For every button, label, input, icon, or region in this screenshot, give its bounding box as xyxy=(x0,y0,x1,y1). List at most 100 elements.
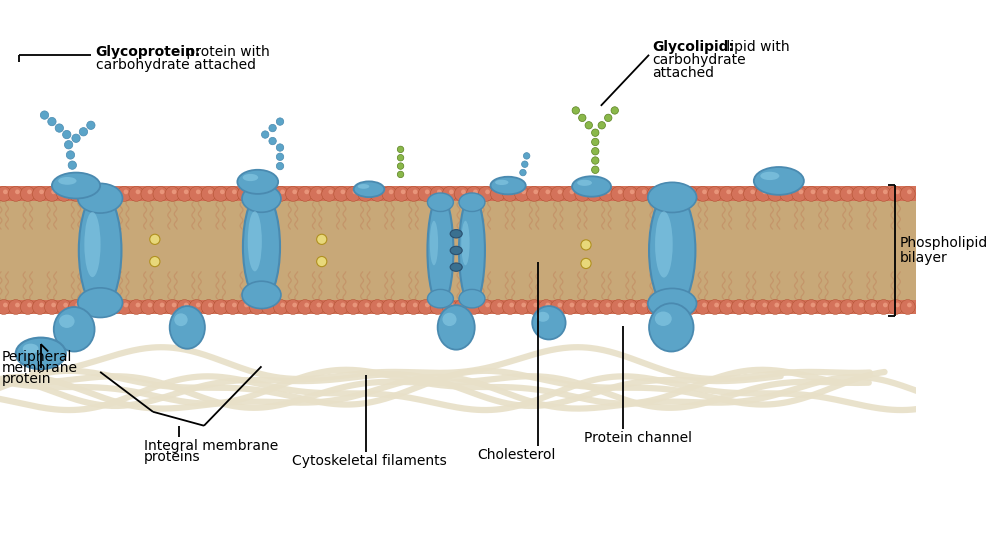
Circle shape xyxy=(177,187,192,201)
Circle shape xyxy=(750,189,755,194)
Circle shape xyxy=(196,189,201,194)
Circle shape xyxy=(550,187,565,201)
Circle shape xyxy=(220,189,224,194)
Ellipse shape xyxy=(53,307,95,351)
Text: Phospholipid: Phospholipid xyxy=(899,236,988,250)
Circle shape xyxy=(117,300,131,314)
Circle shape xyxy=(870,189,875,194)
Ellipse shape xyxy=(58,177,76,185)
Circle shape xyxy=(0,187,11,201)
Circle shape xyxy=(756,300,771,314)
Ellipse shape xyxy=(316,234,327,244)
Circle shape xyxy=(27,189,32,194)
Circle shape xyxy=(490,187,505,201)
Circle shape xyxy=(376,189,381,194)
Text: proteins: proteins xyxy=(143,450,201,464)
Circle shape xyxy=(791,300,806,314)
Circle shape xyxy=(397,146,404,153)
Circle shape xyxy=(8,300,23,314)
Circle shape xyxy=(68,161,76,169)
Circle shape xyxy=(786,189,791,194)
Circle shape xyxy=(592,166,599,173)
Circle shape xyxy=(401,302,405,307)
Ellipse shape xyxy=(428,289,453,308)
Circle shape xyxy=(515,187,530,201)
Circle shape xyxy=(563,187,578,201)
Circle shape xyxy=(63,189,68,194)
Circle shape xyxy=(105,187,120,201)
Circle shape xyxy=(828,300,843,314)
Circle shape xyxy=(659,300,674,314)
Circle shape xyxy=(75,189,80,194)
Ellipse shape xyxy=(495,180,509,185)
Circle shape xyxy=(213,187,228,201)
Circle shape xyxy=(642,189,646,194)
Circle shape xyxy=(93,187,108,201)
Circle shape xyxy=(618,302,622,307)
Circle shape xyxy=(629,302,634,307)
Circle shape xyxy=(184,302,189,307)
Circle shape xyxy=(394,187,409,201)
Circle shape xyxy=(538,187,553,201)
Circle shape xyxy=(509,189,514,194)
Ellipse shape xyxy=(170,306,205,349)
Circle shape xyxy=(629,189,634,194)
Circle shape xyxy=(900,187,915,201)
Circle shape xyxy=(75,302,80,307)
Ellipse shape xyxy=(459,193,485,211)
Circle shape xyxy=(87,302,92,307)
Circle shape xyxy=(449,302,453,307)
Circle shape xyxy=(775,189,780,194)
Circle shape xyxy=(744,187,759,201)
Ellipse shape xyxy=(648,288,697,318)
Circle shape xyxy=(292,302,297,307)
Circle shape xyxy=(678,189,683,194)
Circle shape xyxy=(358,300,372,314)
Circle shape xyxy=(575,300,590,314)
Circle shape xyxy=(397,154,404,161)
Circle shape xyxy=(316,189,321,194)
Circle shape xyxy=(592,138,599,146)
Circle shape xyxy=(642,302,646,307)
Circle shape xyxy=(268,189,273,194)
Ellipse shape xyxy=(52,173,100,199)
Circle shape xyxy=(281,189,285,194)
Circle shape xyxy=(702,189,706,194)
Ellipse shape xyxy=(577,180,592,186)
Circle shape xyxy=(473,189,478,194)
Circle shape xyxy=(358,187,372,201)
Circle shape xyxy=(859,189,864,194)
Circle shape xyxy=(124,302,128,307)
Circle shape xyxy=(659,187,674,201)
Circle shape xyxy=(56,300,71,314)
Circle shape xyxy=(594,302,599,307)
Circle shape xyxy=(353,302,358,307)
Circle shape xyxy=(388,189,393,194)
Ellipse shape xyxy=(536,312,549,322)
Circle shape xyxy=(852,300,866,314)
Circle shape xyxy=(840,187,855,201)
Circle shape xyxy=(895,302,900,307)
Ellipse shape xyxy=(358,184,370,189)
Text: carbohydrate: carbohydrate xyxy=(652,53,746,67)
Circle shape xyxy=(485,189,490,194)
Circle shape xyxy=(816,187,831,201)
Circle shape xyxy=(262,187,277,201)
Circle shape xyxy=(281,302,285,307)
Circle shape xyxy=(128,187,143,201)
Circle shape xyxy=(249,187,264,201)
Text: membrane: membrane xyxy=(2,361,78,375)
Circle shape xyxy=(780,300,794,314)
Circle shape xyxy=(172,189,177,194)
Circle shape xyxy=(370,187,384,201)
Circle shape xyxy=(334,300,349,314)
Circle shape xyxy=(141,187,156,201)
Circle shape xyxy=(557,189,562,194)
Ellipse shape xyxy=(174,313,188,326)
Circle shape xyxy=(346,300,361,314)
Circle shape xyxy=(286,187,300,201)
Circle shape xyxy=(40,189,43,194)
Circle shape xyxy=(225,187,240,201)
Circle shape xyxy=(244,189,249,194)
Circle shape xyxy=(522,189,526,194)
